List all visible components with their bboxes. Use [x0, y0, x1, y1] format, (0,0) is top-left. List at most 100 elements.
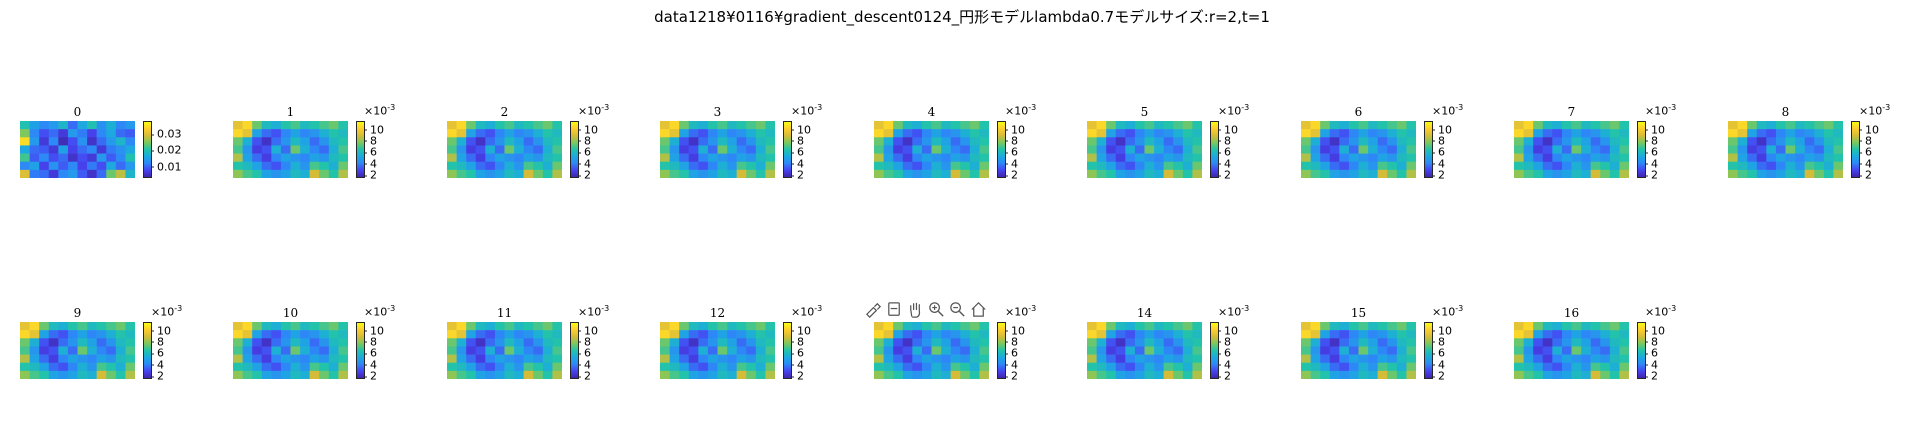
- heatmap-cell: [280, 370, 291, 379]
- zoom-in-icon[interactable]: [927, 300, 946, 319]
- heatmap-cell: [669, 169, 680, 178]
- heatmap-cell: [1590, 161, 1601, 171]
- heatmap-cell: [466, 121, 477, 130]
- colorbar-multiplier: ×10: [578, 305, 602, 319]
- heatmap[interactable]: [20, 322, 135, 379]
- heatmap-cell: [688, 370, 699, 379]
- heatmap-cell: [475, 346, 486, 355]
- colorbar[interactable]: [1424, 322, 1433, 379]
- heatmap-cell: [1590, 370, 1601, 379]
- colorbar[interactable]: [356, 322, 365, 379]
- heatmap-cell: [300, 145, 310, 154]
- heatmap-cell: [475, 121, 486, 130]
- heatmap-cell: [20, 362, 30, 372]
- heatmap-cell: [746, 370, 757, 379]
- heatmap-cell: [1377, 137, 1388, 146]
- heatmap[interactable]: [660, 121, 775, 178]
- heatmap-cell: [300, 161, 310, 171]
- heatmap[interactable]: [660, 322, 775, 379]
- heatmap[interactable]: [447, 322, 562, 379]
- colorbar[interactable]: [1210, 121, 1219, 178]
- heatmap[interactable]: [233, 322, 348, 379]
- heatmap[interactable]: [874, 322, 989, 379]
- heatmap-cell: [456, 129, 467, 138]
- heatmap-cell: [1310, 145, 1321, 154]
- heatmap-cell: [979, 137, 989, 146]
- colorbar-exponent-value: -3: [1668, 304, 1677, 313]
- colorbar[interactable]: [783, 322, 792, 379]
- heatmap-cell: [1523, 161, 1534, 171]
- heatmap-cell: [1533, 362, 1544, 372]
- heatmap-cell: [679, 129, 690, 138]
- heatmap-cell: [552, 121, 562, 130]
- heatmap-cell: [1561, 161, 1572, 171]
- heatmap[interactable]: [1728, 121, 1843, 178]
- heatmap-cell: [1154, 137, 1164, 146]
- heatmap-cell: [979, 354, 989, 364]
- heatmap-cell: [1301, 346, 1311, 355]
- heatmap-cell: [1387, 153, 1398, 163]
- heatmap[interactable]: [447, 121, 562, 178]
- heatmap-cell: [1329, 330, 1340, 339]
- brush-icon[interactable]: [864, 300, 883, 319]
- heatmap-cell: [698, 161, 709, 171]
- heatmap-cell: [280, 362, 291, 372]
- heatmap[interactable]: [233, 121, 348, 178]
- heatmap-cell: [902, 153, 913, 163]
- heatmap[interactable]: [874, 121, 989, 178]
- heatmap-cell: [1096, 161, 1107, 171]
- heatmap-cell: [727, 322, 737, 331]
- colorbar[interactable]: [997, 121, 1006, 178]
- colorbar[interactable]: [783, 121, 792, 178]
- colorbar-tick-label: 10: [1218, 324, 1238, 338]
- heatmap-cell: [1523, 370, 1534, 379]
- colorbar[interactable]: [997, 322, 1006, 379]
- colorbar[interactable]: [1210, 322, 1219, 379]
- heatmap-cell: [87, 121, 97, 130]
- heatmap-cell: [252, 161, 263, 171]
- heatmap-cell: [979, 121, 989, 130]
- heatmap-cell: [77, 153, 88, 163]
- colorbar[interactable]: [1637, 121, 1646, 178]
- colorbar[interactable]: [143, 121, 152, 178]
- heatmap[interactable]: [1087, 322, 1202, 379]
- heatmap-cell: [1581, 145, 1591, 154]
- heatmap-cell: [523, 362, 534, 372]
- heatmap-cell: [1339, 161, 1350, 171]
- heatmap-cell: [1310, 346, 1321, 355]
- colorbar[interactable]: [1424, 121, 1433, 178]
- heatmap[interactable]: [1514, 121, 1629, 178]
- pan-hand-icon[interactable]: [906, 300, 925, 319]
- colorbar[interactable]: [1851, 121, 1860, 178]
- heatmap-cell: [1571, 354, 1582, 364]
- heatmap[interactable]: [1514, 322, 1629, 379]
- colorbar-tick-label: 6: [151, 346, 164, 360]
- heatmap-cell: [717, 153, 728, 163]
- heatmap[interactable]: [20, 121, 135, 178]
- colorbar[interactable]: [143, 322, 152, 379]
- heatmap-cell: [1339, 362, 1350, 372]
- home-icon[interactable]: [969, 300, 988, 319]
- colorbar[interactable]: [356, 121, 365, 178]
- colorbar-tick-label: 2: [791, 168, 804, 182]
- heatmap-cell: [466, 169, 477, 178]
- colorbar-exponent-value: -3: [1455, 103, 1464, 112]
- heatmap-cell: [1542, 322, 1553, 331]
- data-tip-icon[interactable]: [885, 300, 904, 319]
- colorbar-ticks: 2 4 6 8 10: [1645, 322, 1707, 382]
- heatmap-cell: [755, 129, 766, 138]
- heatmap-cell: [39, 121, 50, 130]
- heatmap[interactable]: [1087, 121, 1202, 178]
- heatmap[interactable]: [1301, 121, 1416, 178]
- colorbar[interactable]: [570, 322, 579, 379]
- heatmap-cell: [280, 161, 291, 171]
- heatmap-cell: [1348, 145, 1359, 154]
- heatmap-cell: [1154, 121, 1164, 130]
- heatmap-cell: [874, 362, 884, 372]
- colorbar[interactable]: [570, 121, 579, 178]
- colorbar[interactable]: [1637, 322, 1646, 379]
- heatmap-cell: [1154, 322, 1164, 331]
- heatmap[interactable]: [1301, 322, 1416, 379]
- heatmap-cell: [290, 145, 301, 154]
- zoom-out-icon[interactable]: [948, 300, 967, 319]
